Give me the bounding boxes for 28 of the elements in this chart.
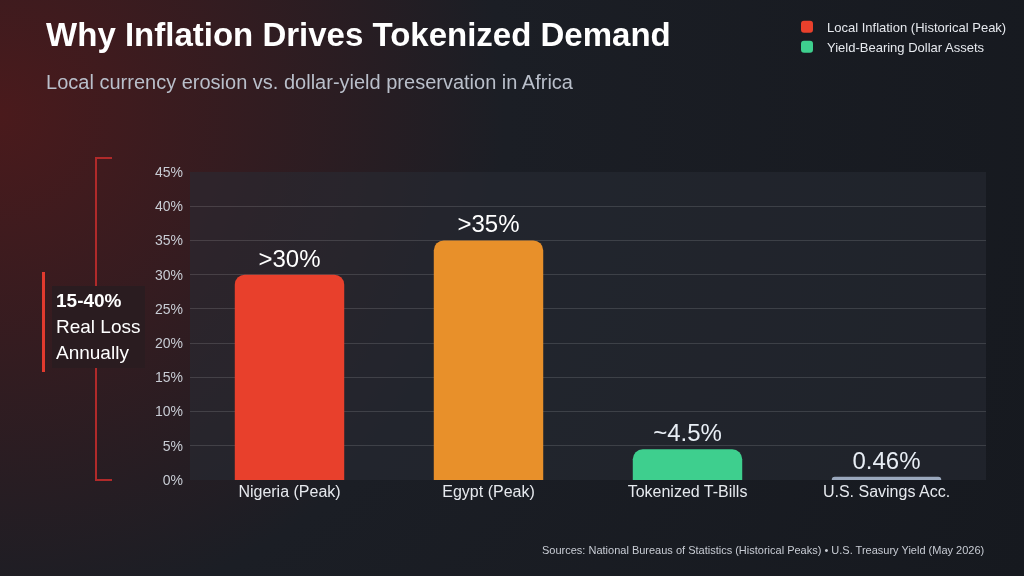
legend-label: Local Inflation (Historical Peak): [827, 19, 1007, 35]
y-tick-label: 0%: [162, 471, 183, 488]
data-label: ~4.5%: [653, 419, 722, 447]
y-tick-label: 45%: [154, 163, 183, 180]
y-tick-label: 35%: [154, 232, 183, 249]
chart-title: Why Inflation Drives Tokenized Demand: [46, 16, 671, 54]
y-tick-label: 30%: [154, 266, 183, 283]
x-tick-label: Nigeria (Peak): [238, 483, 341, 500]
y-tick-label: 10%: [154, 403, 183, 420]
y-tick-label: 40%: [154, 198, 183, 215]
y-tick-label: 25%: [154, 300, 183, 317]
legend-label: Yield-Bearing Dollar Assets: [827, 39, 985, 55]
x-tick-label: Tokenized T-Bills: [627, 483, 748, 500]
bar: [234, 274, 345, 480]
y-tick-label: 20%: [154, 335, 183, 352]
data-label: >35%: [457, 210, 520, 238]
x-tick-label: U.S. Savings Acc.: [822, 483, 951, 500]
y-tick-label: 15%: [154, 369, 183, 386]
source-note: Sources: National Bureaus of Statistics (Historical Peaks) • U.S. Treasury Yield (May 2026): [542, 544, 985, 556]
bar: [632, 449, 743, 480]
x-tick-label: Egypt (Peak): [442, 483, 535, 500]
text: 15-40% Real Loss Annually: [52, 286, 145, 368]
bar: [831, 476, 942, 480]
data-label: >30%: [258, 244, 321, 272]
data-label: 0.46%: [852, 446, 921, 474]
chart-subtitle: Local currency erosion vs. dollar-yield preservation in Africa: [46, 70, 574, 93]
y-tick-label: 5%: [162, 437, 183, 454]
bar: [433, 240, 544, 480]
